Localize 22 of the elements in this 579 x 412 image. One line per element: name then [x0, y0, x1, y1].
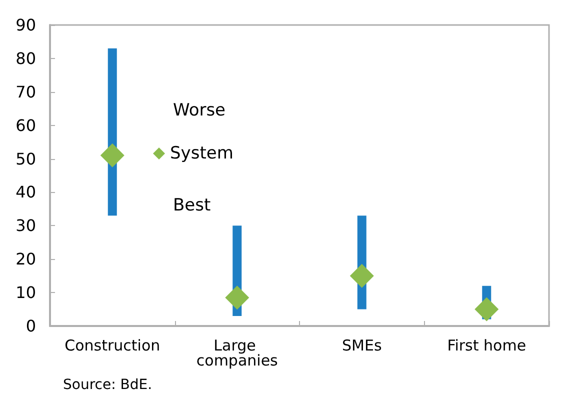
y-tick-label: 0 — [26, 316, 36, 336]
x-tick-label: First home — [447, 336, 526, 354]
y-tick-label: 50 — [16, 149, 36, 168]
y-tick-label: 80 — [16, 48, 36, 68]
y-tick-label: 60 — [16, 116, 36, 135]
annotation: Worse — [173, 100, 226, 120]
point — [100, 143, 124, 168]
point — [225, 286, 250, 310]
point — [474, 297, 499, 322]
y-tick-label: 30 — [16, 216, 36, 236]
x-tick-label: SMEs — [342, 336, 382, 354]
legend-label: System — [170, 144, 234, 164]
source-note: Source: BdE. — [63, 377, 152, 393]
x-tick-label: Construction — [64, 336, 160, 354]
annotation: Best — [173, 196, 211, 216]
y-tick-label: 20 — [16, 250, 36, 269]
x-tick-label: Large companies — [196, 336, 278, 370]
y-tick-label: 10 — [16, 283, 36, 302]
point — [350, 264, 374, 288]
y-tick-label: 40 — [16, 182, 36, 202]
y-tick-label: 90 — [16, 16, 36, 34]
y-tick-label: 70 — [16, 82, 36, 102]
